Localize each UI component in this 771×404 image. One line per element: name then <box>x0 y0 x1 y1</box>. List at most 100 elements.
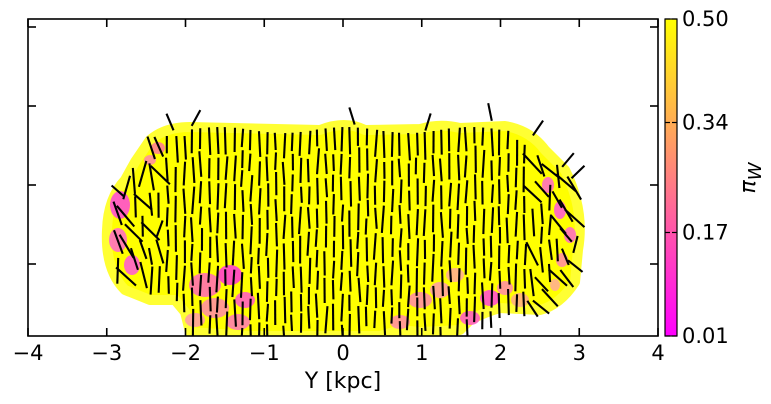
polarization-vector <box>364 306 368 327</box>
polarization-vector <box>146 136 156 160</box>
polarization-vector <box>340 204 345 222</box>
polarization-vector <box>465 227 469 245</box>
polarization-vector <box>315 148 321 175</box>
colorbar-tick-label: 0.50 <box>682 7 729 31</box>
polarization-vector <box>506 174 510 192</box>
polarization-vector <box>265 281 269 302</box>
polarization-vector <box>216 126 220 155</box>
polarization-vector <box>473 174 477 200</box>
polarization-vector <box>456 318 460 336</box>
polarization-vector <box>529 268 535 297</box>
polarization-vector <box>265 233 269 256</box>
x-axis-ticks: −4 −3 −2 −1 0 1 2 3 4 <box>13 19 665 365</box>
polarization-vector <box>348 107 356 125</box>
polarization-vector <box>415 208 419 236</box>
polarization-vector <box>457 154 461 181</box>
polarization-vector <box>448 182 453 207</box>
polarization-vector <box>155 239 165 264</box>
polarization-vector <box>399 274 403 299</box>
polarization-vector <box>547 239 553 261</box>
polarization-vector <box>473 272 477 295</box>
polarization-vector <box>207 127 212 155</box>
x-tick-label: 3 <box>573 341 586 365</box>
x-tick-label: 4 <box>651 341 664 365</box>
polarization-vector <box>398 250 403 271</box>
polarization-vector <box>540 203 544 225</box>
polarization-vector <box>463 127 468 152</box>
colorbar-ticks: 0.01 0.17 0.34 0.50 <box>665 7 729 348</box>
polarization-vector <box>182 161 187 186</box>
depolarized-patch <box>218 265 242 285</box>
polarization-vector <box>398 205 402 224</box>
polarization-vector <box>258 188 262 215</box>
polarization-vectors <box>110 102 586 336</box>
polarization-vector <box>439 212 444 238</box>
polarization-vector <box>118 234 135 259</box>
colorbar-tick-label: 0.01 <box>682 324 729 348</box>
polarization-vector <box>514 211 519 237</box>
polarization-vector <box>134 196 137 218</box>
polarization-vector <box>175 135 179 163</box>
polarization-vector <box>164 157 169 182</box>
polarization-vector <box>357 203 360 231</box>
polarization-vector <box>241 150 244 169</box>
polarization-vector <box>374 129 379 157</box>
polarization-vector <box>422 262 426 285</box>
polarization-vector <box>249 175 254 202</box>
polarization-vector <box>340 127 344 152</box>
polarization-vector <box>441 269 444 297</box>
polarization-vector <box>438 158 443 182</box>
polarization-vector <box>331 280 335 300</box>
polarization-vector <box>249 203 254 225</box>
polarization-vector <box>115 266 137 287</box>
polarization-vector <box>282 243 286 270</box>
polarization-vector <box>241 190 245 212</box>
polarization-vector <box>315 249 319 268</box>
polarization-vector <box>481 127 485 146</box>
polarization-vector <box>507 288 510 316</box>
polarization-vector <box>407 132 411 161</box>
polarization-vector <box>572 235 579 254</box>
polarization-vector <box>390 260 395 286</box>
polarization-vector <box>472 244 476 269</box>
polarization-vector <box>364 218 368 235</box>
polarization-vector <box>357 277 362 303</box>
polarization-vector <box>514 263 518 292</box>
polarization-vector <box>339 272 344 291</box>
depolarized-patch <box>446 268 464 282</box>
polarization-vector <box>522 185 543 204</box>
polarization-vector <box>487 102 493 122</box>
polarization-vector <box>466 277 469 294</box>
polarization-vector <box>439 326 442 336</box>
polarization-vector <box>122 175 132 200</box>
polarization-vector <box>299 157 303 183</box>
polarization-vector <box>248 298 252 321</box>
polarization-vector <box>249 226 253 255</box>
polarization-vector <box>281 161 286 185</box>
polarization-vector <box>216 212 220 234</box>
colorbar-title-sub: W <box>745 161 766 180</box>
polarization-vector <box>149 266 154 295</box>
polarization-vector <box>488 261 493 281</box>
polarization-vector <box>208 315 212 334</box>
y-axis-ticks <box>28 26 658 265</box>
polarization-vector <box>257 247 260 265</box>
polarization-vector <box>191 186 196 215</box>
polarization-vector <box>307 306 311 329</box>
polarization-vector <box>522 214 526 241</box>
polarization-vector <box>153 136 165 157</box>
polarization-vector <box>366 265 370 283</box>
colorbar-title-base: π <box>736 180 761 194</box>
polarization-vector <box>397 158 402 178</box>
polarization-vector <box>324 178 329 198</box>
polarization-vector <box>290 132 294 152</box>
x-tick-label: −2 <box>170 341 201 365</box>
polarization-vector <box>340 293 344 322</box>
polarization-vector <box>432 285 436 310</box>
polarization-vector <box>464 180 469 204</box>
polarization-vector <box>198 181 203 204</box>
polarization-vector <box>231 269 236 298</box>
polarization-vector <box>275 278 278 297</box>
polarization-vector <box>522 291 526 317</box>
